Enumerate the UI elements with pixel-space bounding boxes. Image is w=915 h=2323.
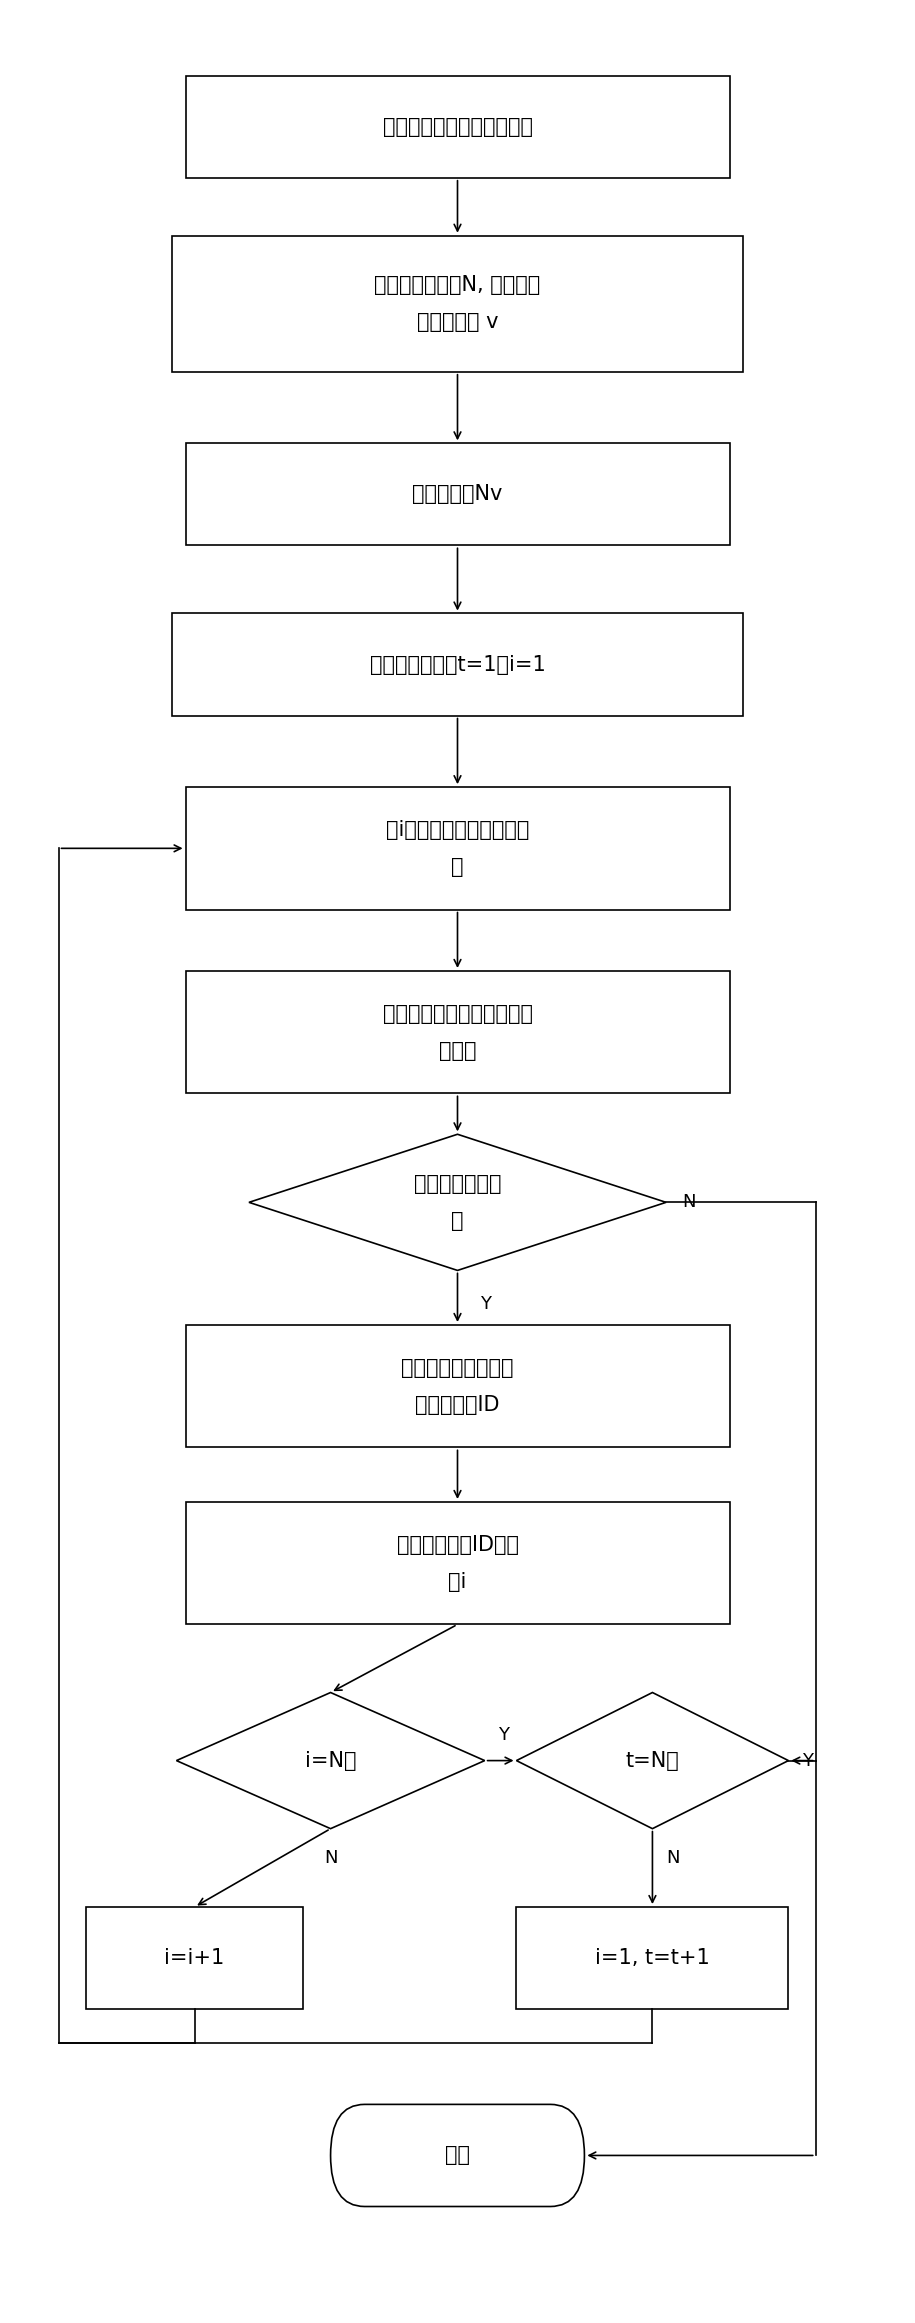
Text: 提高转速为Nv: 提高转速为Nv xyxy=(413,483,502,504)
Text: 文: 文 xyxy=(451,857,464,876)
FancyBboxPatch shape xyxy=(186,1503,729,1624)
Text: Y: Y xyxy=(480,1294,491,1312)
Text: 天线变为接收状态，等待一: 天线变为接收状态，等待一 xyxy=(382,1004,533,1024)
Polygon shape xyxy=(177,1693,485,1828)
Text: i=1, t=t+1: i=1, t=t+1 xyxy=(595,1949,710,1968)
FancyBboxPatch shape xyxy=(172,613,743,715)
Text: 计算扫描方向数N, 空闲节点: 计算扫描方向数N, 空闲节点 xyxy=(374,276,541,295)
Text: N: N xyxy=(666,1849,680,1868)
Text: 息: 息 xyxy=(451,1210,464,1231)
Text: 给每个节点一个唯一的编号: 给每个节点一个唯一的编号 xyxy=(382,116,533,137)
Text: t=N？: t=N？ xyxy=(626,1752,679,1770)
Text: i=N？: i=N？ xyxy=(305,1752,356,1770)
Text: 终结: 终结 xyxy=(445,2146,470,2165)
FancyBboxPatch shape xyxy=(186,971,729,1094)
Text: 段时间: 段时间 xyxy=(439,1041,476,1062)
Text: 向i: 向i xyxy=(448,1573,467,1591)
Text: 的邻居节点ID: 的邻居节点ID xyxy=(415,1394,500,1415)
Text: 向i号方向发送邻居发现报: 向i号方向发送邻居发现报 xyxy=(386,820,529,841)
FancyBboxPatch shape xyxy=(186,444,729,546)
Text: N: N xyxy=(683,1194,695,1210)
Text: 提取收到回复信息中: 提取收到回复信息中 xyxy=(402,1357,513,1378)
FancyBboxPatch shape xyxy=(186,787,729,911)
Text: 保存邻居节点ID和方: 保存邻居节点ID和方 xyxy=(396,1536,519,1554)
Text: 的角速度是 v: 的角速度是 v xyxy=(416,311,499,332)
FancyBboxPatch shape xyxy=(186,77,729,179)
FancyBboxPatch shape xyxy=(172,235,743,372)
Polygon shape xyxy=(516,1693,789,1828)
Text: N: N xyxy=(324,1849,338,1868)
Text: i=i+1: i=i+1 xyxy=(165,1949,225,1968)
Text: Y: Y xyxy=(802,1752,813,1770)
Text: 是否收到回复信: 是否收到回复信 xyxy=(414,1173,501,1194)
FancyBboxPatch shape xyxy=(516,1907,789,2009)
FancyBboxPatch shape xyxy=(86,1907,304,2009)
Text: Y: Y xyxy=(499,1726,510,1745)
FancyBboxPatch shape xyxy=(186,1324,729,1447)
FancyBboxPatch shape xyxy=(330,2105,585,2207)
Text: 开始邻居发现，t=1，i=1: 开始邻居发现，t=1，i=1 xyxy=(370,655,545,674)
Polygon shape xyxy=(249,1134,666,1271)
